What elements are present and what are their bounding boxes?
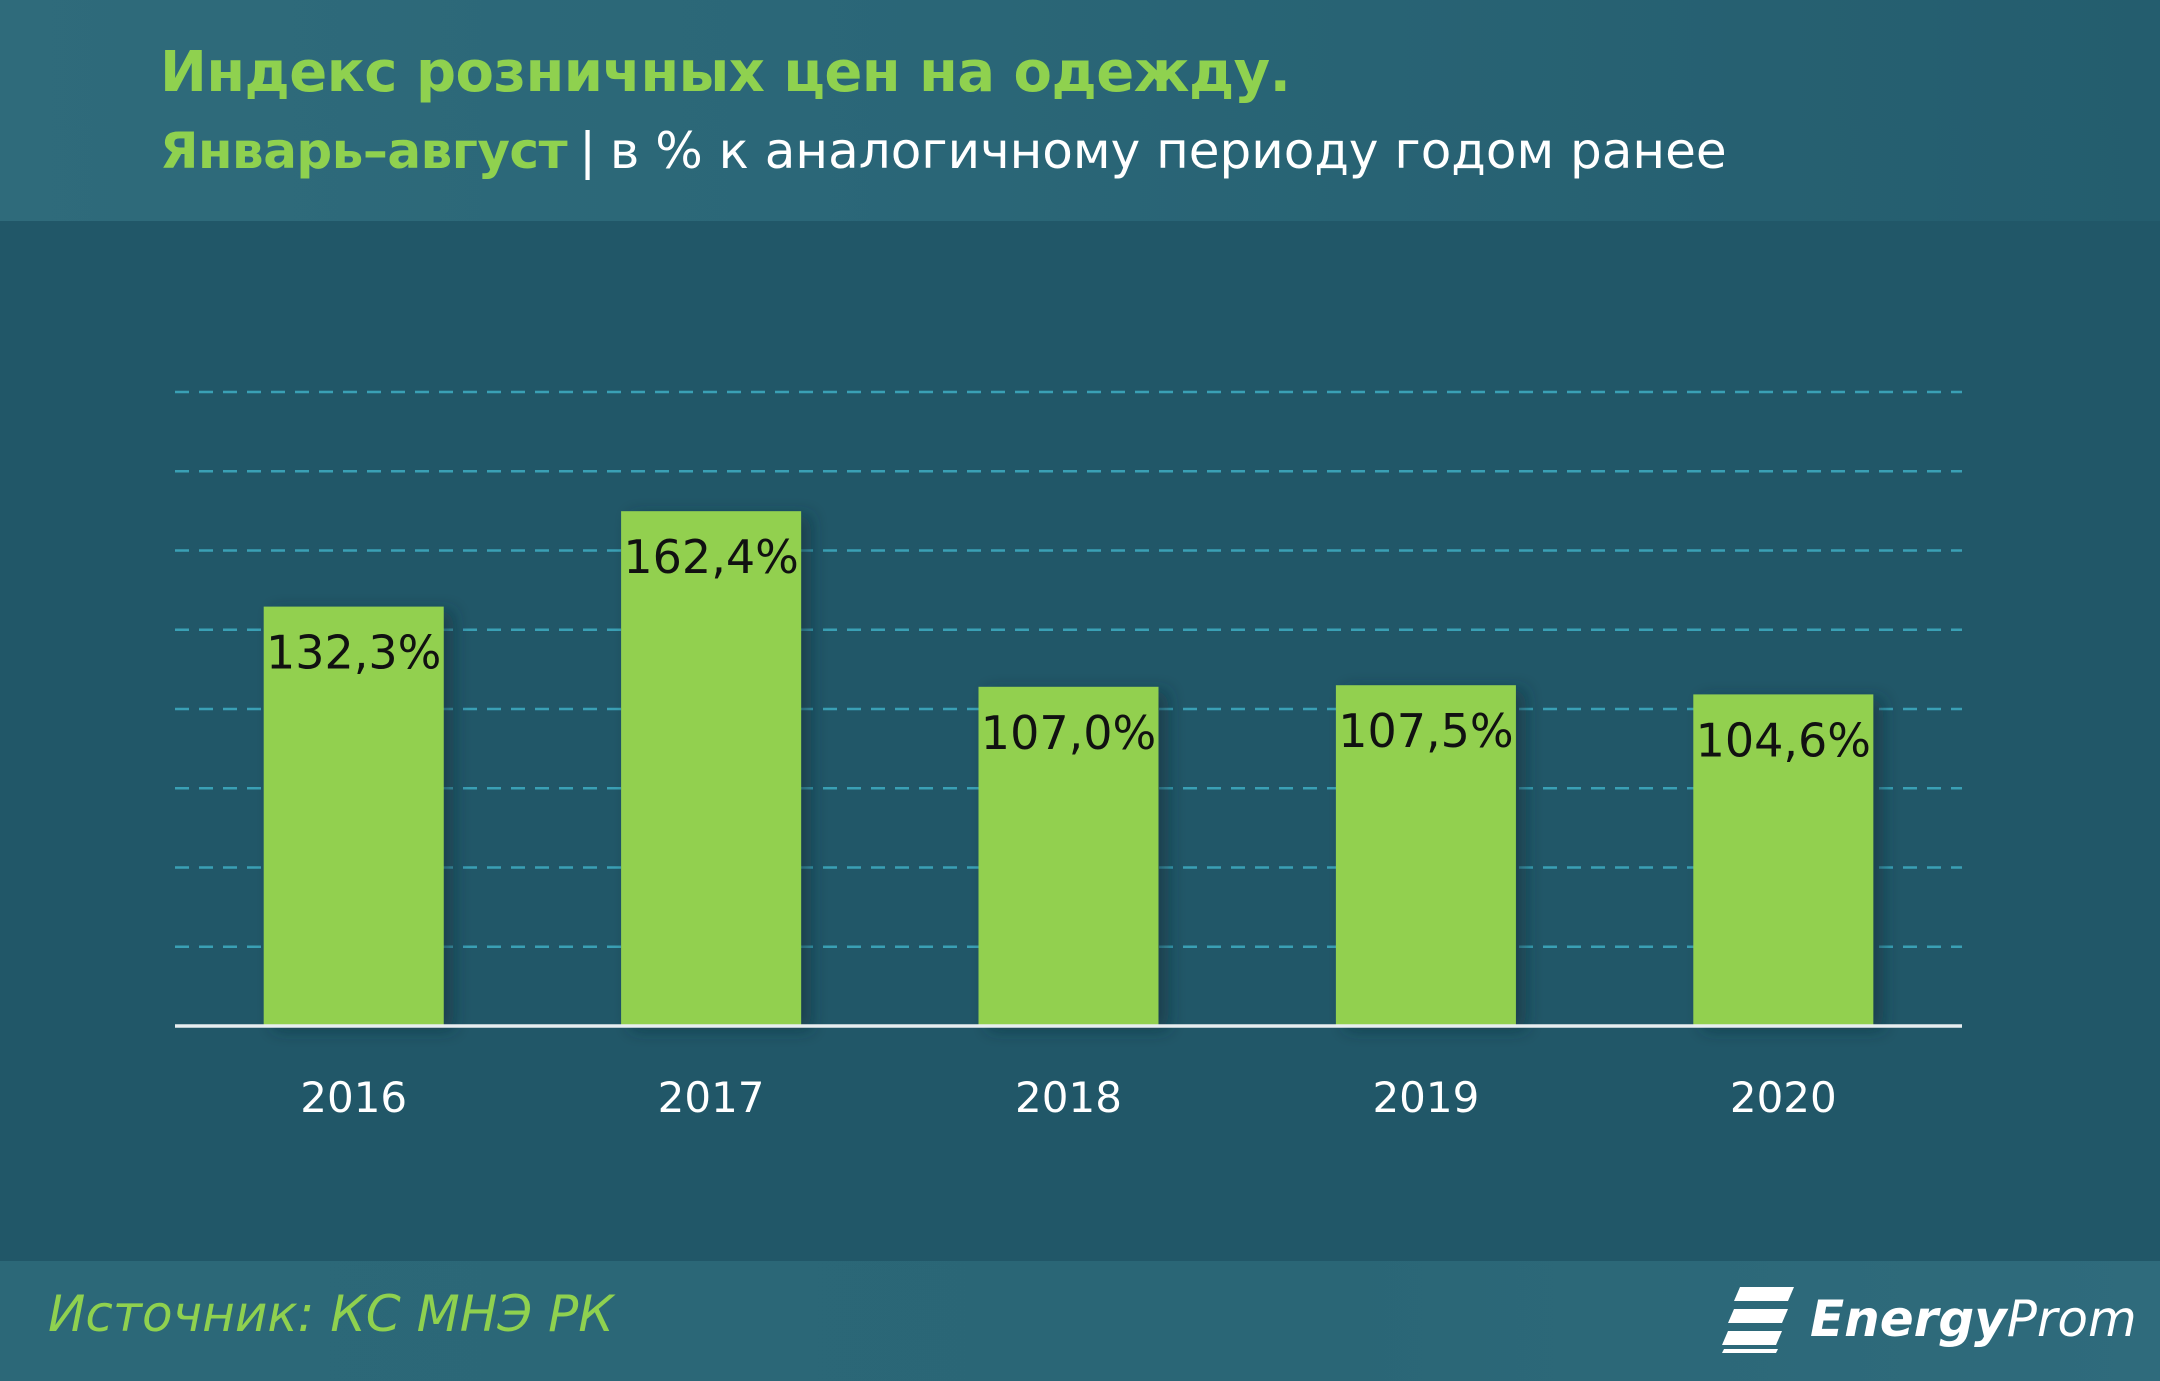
subtitle-separator: | xyxy=(579,122,596,180)
chart-subtitle: Январь–август | в % к аналогичному периоду… xyxy=(160,122,1727,180)
energyprom-logo: EnergyProm xyxy=(1722,1279,2137,1359)
data-label-2020: 104,6% xyxy=(1696,713,1871,767)
source-note: Источник: КС МНЭ РК xyxy=(48,1285,614,1343)
x-tick-label-2020: 2020 xyxy=(1730,1073,1837,1122)
logo-wordmark-regular: Prom xyxy=(2006,1290,2137,1348)
unit-label: в % к аналогичному периоду годом ранее xyxy=(609,122,1727,180)
x-tick-label-2016: 2016 xyxy=(300,1073,407,1122)
period-label: Январь–август xyxy=(160,122,568,180)
bar-2016 xyxy=(263,606,444,1026)
x-tick-label-2017: 2017 xyxy=(658,1073,765,1122)
bar-chart: 132,3% 2016 162,4% 2017 107,0% 2018 107,5% 2019… xyxy=(175,390,1962,1122)
x-tick-label-2019: 2019 xyxy=(1372,1073,1479,1122)
data-label-2017: 162,4% xyxy=(623,530,798,584)
bar-2020 xyxy=(1693,694,1874,1026)
data-label-2018: 107,0% xyxy=(981,706,1156,760)
x-tick-label-2018: 2018 xyxy=(1015,1073,1122,1122)
data-label-2019: 107,5% xyxy=(1338,704,1513,758)
bar-2017 xyxy=(621,511,802,1026)
logo-wordmark-bold: Energy xyxy=(1810,1290,2007,1348)
logo-wordmark: EnergyProm xyxy=(1810,1290,2137,1348)
chart-area: 132,3% 2016 162,4% 2017 107,0% 2018 107,5% 2019… xyxy=(0,221,2160,1261)
chart-title: Индекс розничных цен на одежду. xyxy=(160,40,1291,105)
header: Индекс розничных цен на одежду. Январь–а… xyxy=(0,0,2160,221)
data-label-2016: 132,3% xyxy=(266,626,441,680)
footer: Источник: КС МНЭ РК EnergyProm xyxy=(0,1261,2160,1381)
bar-2018 xyxy=(978,686,1159,1026)
energyprom-logo-icon xyxy=(1722,1287,1794,1353)
bar-2019 xyxy=(1335,685,1516,1026)
